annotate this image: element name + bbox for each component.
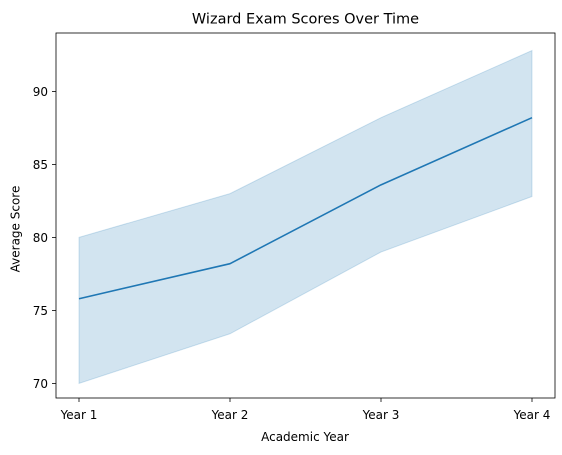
y-tick-label: 85 [33,158,48,172]
y-axis-ticks: 70 75 80 85 90 [33,85,56,391]
series-line-layer [77,116,534,301]
y-axis-label: Average Score [9,186,23,273]
y-tick-label: 70 [33,377,48,391]
data-point [379,183,383,187]
x-axis-label: Academic Year [261,430,349,444]
confidence-band [78,49,533,385]
data-point [530,116,534,120]
x-tick-label: Year 3 [362,408,400,422]
data-point [228,262,232,266]
y-tick-label: 80 [33,231,48,245]
chart-title: Wizard Exam Scores Over Time [192,12,419,28]
y-tick-label: 75 [33,304,48,318]
confidence-band-layer [78,49,533,385]
x-tick-label: Year 2 [211,408,249,422]
x-axis-ticks: Year 1 Year 2 Year 3 Year 4 [60,398,551,422]
x-tick-label: Year 1 [60,408,98,422]
plot-frame [55,32,556,399]
y-tick-label: 90 [33,85,48,99]
series-line [78,116,533,300]
x-tick-label: Year 4 [513,408,551,422]
data-point [77,297,81,301]
